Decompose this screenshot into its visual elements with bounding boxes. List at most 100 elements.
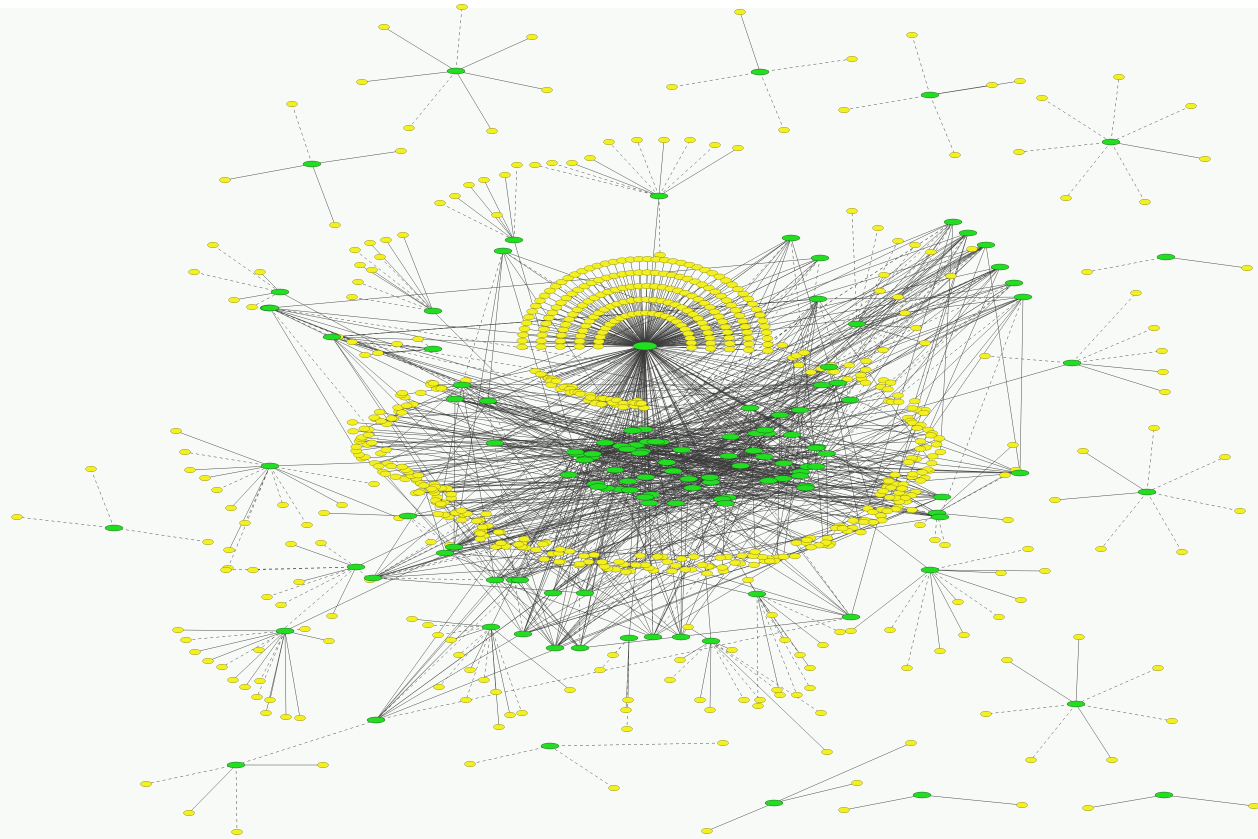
graph-edge bbox=[490, 451, 576, 628]
leaf-node bbox=[661, 558, 674, 565]
leaf-node bbox=[412, 336, 424, 342]
graph-edge bbox=[372, 444, 636, 579]
hub-node bbox=[302, 160, 322, 168]
leaf-node bbox=[927, 453, 939, 460]
hub-node bbox=[565, 448, 585, 456]
leaf-node bbox=[553, 558, 565, 565]
graph-edge bbox=[458, 626, 492, 656]
leaf-node bbox=[554, 343, 566, 350]
leaf-node bbox=[294, 715, 306, 721]
leaf-node bbox=[620, 568, 632, 575]
leaf-node bbox=[464, 761, 476, 767]
graph-edge bbox=[221, 630, 286, 668]
graph-edge bbox=[574, 395, 899, 453]
graph-edge bbox=[658, 139, 665, 197]
graph-edge bbox=[453, 250, 504, 548]
leaf-node bbox=[350, 443, 362, 450]
leaf-node bbox=[1199, 156, 1211, 162]
graph-edge bbox=[579, 345, 646, 649]
hub-node bbox=[575, 456, 594, 464]
hub-node bbox=[790, 406, 810, 414]
graph-edge bbox=[644, 345, 801, 473]
leaf-node bbox=[872, 225, 884, 231]
leaf-node bbox=[838, 807, 850, 813]
graph-edge bbox=[828, 232, 969, 368]
graph-edge bbox=[266, 566, 357, 598]
leaf-node bbox=[958, 632, 970, 638]
graph-edge bbox=[1018, 141, 1112, 153]
graph-edge bbox=[1071, 362, 1166, 393]
hub-node bbox=[510, 576, 530, 584]
leaf-node bbox=[713, 313, 725, 320]
leaf-node bbox=[1130, 290, 1142, 296]
leaf-node bbox=[406, 616, 418, 622]
leaf-node bbox=[555, 299, 567, 306]
hub-node bbox=[630, 449, 650, 457]
graph-edge bbox=[405, 469, 723, 500]
graph-edge bbox=[727, 484, 904, 498]
graph-edge bbox=[269, 465, 400, 519]
leaf-node bbox=[724, 340, 736, 347]
graph-edge bbox=[420, 392, 689, 480]
graph-edge bbox=[1075, 703, 1173, 722]
graph-edge bbox=[455, 6, 463, 72]
leaf-node bbox=[464, 667, 476, 673]
leaf-node bbox=[1081, 269, 1093, 275]
graph-edge bbox=[556, 345, 646, 382]
leaf-node bbox=[914, 445, 926, 452]
leaf-node bbox=[858, 519, 870, 525]
leaf-node bbox=[737, 318, 749, 324]
graph-edge bbox=[929, 569, 1046, 572]
leaf-node bbox=[631, 137, 643, 143]
leaf-node bbox=[902, 459, 915, 466]
leaf-node bbox=[432, 511, 444, 518]
graph-edge bbox=[440, 487, 693, 506]
leaf-node bbox=[934, 648, 946, 654]
leaf-node bbox=[1060, 195, 1072, 201]
leaf-node bbox=[791, 692, 803, 698]
leaf-node bbox=[434, 200, 446, 206]
leaf-node bbox=[804, 665, 816, 671]
hub-node bbox=[481, 623, 501, 631]
leaf-node bbox=[231, 829, 243, 835]
leaf-node bbox=[358, 425, 370, 432]
graph-edge bbox=[929, 569, 1022, 601]
hub-node bbox=[322, 333, 342, 341]
graph-edge bbox=[649, 447, 817, 504]
leaf-node bbox=[608, 785, 620, 791]
graph-edge bbox=[514, 445, 622, 581]
graph-edge bbox=[929, 548, 1029, 571]
leaf-node bbox=[543, 315, 555, 321]
graph-edge bbox=[985, 703, 1077, 715]
graph-edge bbox=[816, 266, 1001, 467]
leaf-node bbox=[739, 323, 751, 330]
leaf-node bbox=[596, 559, 608, 566]
leaf-node bbox=[397, 232, 409, 238]
graph-edge bbox=[368, 429, 628, 450]
graph-edge bbox=[513, 164, 518, 241]
graph-edge bbox=[595, 345, 646, 484]
leaf-node bbox=[385, 463, 397, 470]
leaf-node bbox=[859, 379, 872, 386]
graph-edge bbox=[385, 239, 434, 312]
hub-node bbox=[620, 486, 640, 494]
leaf-node bbox=[860, 358, 872, 364]
leaf-node bbox=[1014, 78, 1026, 84]
hub-node bbox=[1101, 138, 1121, 146]
graph-edge bbox=[207, 630, 286, 662]
leaf-node bbox=[860, 366, 872, 373]
graph-edge bbox=[681, 266, 1001, 451]
leaf-node bbox=[317, 762, 329, 768]
graph-edge bbox=[490, 626, 500, 728]
leaf-node bbox=[346, 419, 359, 426]
hub-node bbox=[1062, 359, 1082, 367]
leaf-node bbox=[478, 177, 490, 183]
hub-node bbox=[623, 427, 642, 434]
leaf-node bbox=[877, 488, 889, 495]
leaf-node bbox=[724, 346, 736, 353]
graph-edge bbox=[269, 307, 801, 411]
leaf-node bbox=[764, 558, 776, 565]
graph-edge bbox=[644, 345, 757, 434]
leaf-node bbox=[575, 332, 587, 339]
leaf-node bbox=[995, 570, 1007, 576]
